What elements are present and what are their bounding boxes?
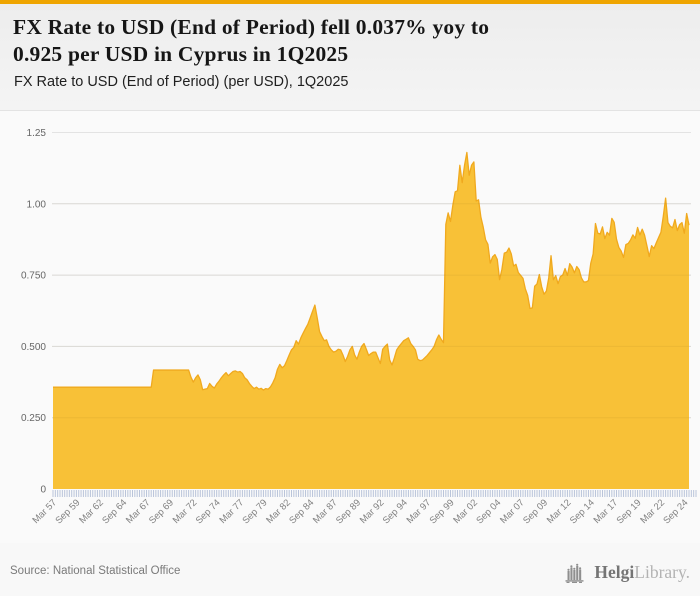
x-axis-label: Mar 82 <box>264 497 293 526</box>
accent-top-bar <box>0 0 700 4</box>
area-series-outline <box>53 151 690 391</box>
chart-header: FX Rate to USD (End of Period) fell 0.03… <box>0 4 700 111</box>
x-axis-label: Mar 87 <box>311 497 340 526</box>
x-axis-label: Sep 84 <box>287 497 316 526</box>
bar-chart-logo-icon <box>565 563 584 583</box>
x-axis-label: Sep 74 <box>194 497 223 526</box>
y-axis-label: 1.00 <box>27 199 47 210</box>
source-label: Source: National Statistical Office <box>10 565 181 577</box>
x-axis-label: Mar 57 <box>30 497 59 526</box>
helgilibrary-logo: Helgi Library. <box>564 558 690 586</box>
area-series <box>53 152 689 489</box>
brand-name-secondary: Library. <box>634 562 690 582</box>
x-axis-label: Mar 92 <box>358 497 387 526</box>
chart-area: 1.25 1.00 0.750 0.500 0.250 0 Mar 57 Sep 59 Mar … <box>0 111 700 543</box>
x-axis-label: Sep 14 <box>568 497 597 526</box>
x-axis-label: Mar 72 <box>171 497 200 526</box>
y-axis-label: 0.750 <box>21 271 46 282</box>
y-axis-label: 0 <box>40 485 46 496</box>
x-axis-label: Sep 89 <box>334 497 363 526</box>
x-axis-label: Sep 59 <box>53 497 82 526</box>
x-axis-label: Mar 62 <box>77 497 106 526</box>
x-axis-label: Mar 17 <box>592 497 621 526</box>
x-axis-label: Mar 12 <box>545 497 574 526</box>
y-axis-label: 1.25 <box>27 128 47 139</box>
y-axis-label: 0.500 <box>21 342 46 353</box>
page-title-line2: 0.925 per USD in Cyprus in 1Q2025 <box>13 41 349 66</box>
page-title: FX Rate to USD (End of Period) fell 0.03… <box>13 14 700 67</box>
x-axis-label: Sep 24 <box>661 497 690 526</box>
x-axis-label: Mar 97 <box>405 497 434 526</box>
page-title-line1: FX Rate to USD (End of Period) fell 0.03… <box>13 15 490 39</box>
x-axis-label: Mar 07 <box>498 497 527 526</box>
x-axis-label: Mar 67 <box>124 497 153 526</box>
brand-name-primary: Helgi <box>594 562 635 582</box>
footer: Source: National Statistical Office Helg… <box>0 552 700 596</box>
x-axis-label: Sep 19 <box>615 497 644 526</box>
x-axis-label: Sep 69 <box>147 497 176 526</box>
x-axis-label: Sep 99 <box>428 497 457 526</box>
x-axis-label: Mar 22 <box>638 497 667 526</box>
x-axis-label: Sep 94 <box>381 497 410 526</box>
chart-subtitle: FX Rate to USD (End of Period) (per USD)… <box>14 74 349 90</box>
x-axis-label: Sep 09 <box>521 497 550 526</box>
x-axis-label: Mar 02 <box>451 497 480 526</box>
x-axis-label: Sep 79 <box>240 497 269 526</box>
x-axis-label: Sep 04 <box>474 497 503 526</box>
y-axis-label: 0.250 <box>21 413 46 424</box>
x-axis-label: Mar 77 <box>217 497 246 526</box>
x-axis-label: Sep 64 <box>100 497 129 526</box>
